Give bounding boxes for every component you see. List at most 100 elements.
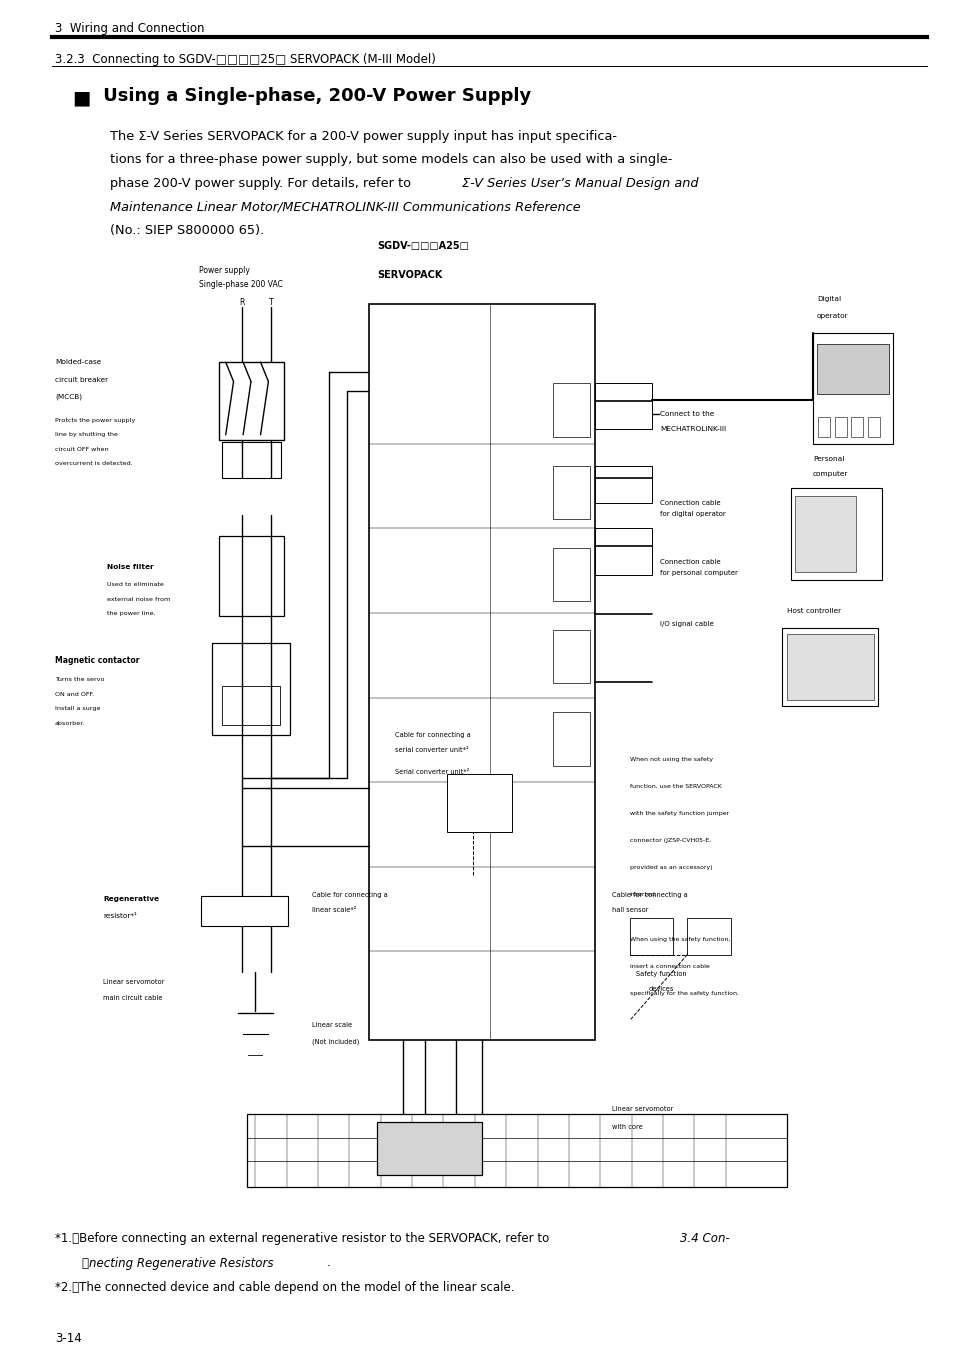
Bar: [553, 383, 589, 437]
Text: Linear servomotor: Linear servomotor: [612, 1106, 673, 1113]
Text: 3.2.3  Connecting to SGDV-□□□□25□ SERVOPACK (M-III Model): 3.2.3 Connecting to SGDV-□□□□25□ SERVOPA…: [55, 53, 436, 66]
Text: phase 200-V power supply. For details, refer to: phase 200-V power supply. For details, r…: [110, 177, 415, 191]
Text: (Not included): (Not included): [312, 1038, 359, 1045]
Bar: [247, 1114, 786, 1187]
Text: I/O signal cable: I/O signal cable: [659, 621, 714, 627]
Text: for digital operator: for digital operator: [659, 511, 725, 516]
Text: Safety function: Safety function: [636, 971, 686, 977]
Bar: [201, 896, 288, 926]
Bar: [866, 418, 879, 437]
Text: the power line.: the power line.: [107, 611, 155, 617]
Text: specifically for the safety function.: specifically for the safety function.: [629, 991, 738, 996]
Bar: [553, 630, 589, 683]
Bar: [812, 333, 892, 445]
Text: When not using the safety: When not using the safety: [629, 757, 712, 761]
Text: insert a connection cable: insert a connection cable: [629, 964, 709, 968]
Text: 3  Wiring and Connection: 3 Wiring and Connection: [55, 22, 204, 35]
Bar: [368, 304, 595, 1040]
Text: external noise from: external noise from: [107, 596, 171, 602]
Text: serial converter unit*²: serial converter unit*²: [395, 748, 468, 753]
Bar: [850, 418, 862, 437]
Text: SERVOPACK: SERVOPACK: [376, 270, 442, 280]
Text: Cable for connecting a: Cable for connecting a: [395, 731, 470, 738]
Bar: [629, 918, 673, 955]
Text: linear scale*²: linear scale*²: [312, 907, 356, 913]
Text: (No.: SIEP S800000 65).: (No.: SIEP S800000 65).: [110, 224, 264, 237]
Text: Linear scale: Linear scale: [312, 1022, 352, 1029]
Text: Connection cable: Connection cable: [659, 558, 720, 565]
Text: function, use the SERVOPACK: function, use the SERVOPACK: [629, 784, 721, 788]
Text: Single-phase 200 VAC: Single-phase 200 VAC: [198, 280, 282, 289]
Text: Serial converter unit*²: Serial converter unit*²: [395, 769, 469, 775]
Bar: [781, 629, 877, 706]
Text: T: T: [269, 297, 273, 307]
Text: SGDV-□□□A25□: SGDV-□□□A25□: [376, 241, 469, 251]
Text: ■: ■: [71, 88, 91, 107]
Text: resistor*¹: resistor*¹: [103, 913, 136, 919]
Text: Regenerative: Regenerative: [103, 896, 159, 902]
Text: 3-14: 3-14: [55, 1332, 82, 1345]
Bar: [790, 488, 882, 580]
Text: tions for a three-phase power supply, but some models can also be used with a si: tions for a three-phase power supply, bu…: [110, 154, 672, 166]
Text: computer: computer: [812, 472, 847, 477]
Bar: [595, 529, 651, 575]
Text: hall sensor: hall sensor: [612, 907, 648, 913]
Text: Cable for connecting a: Cable for connecting a: [312, 891, 387, 898]
Bar: [795, 496, 856, 572]
Text: provided as an accessory): provided as an accessory): [629, 865, 712, 869]
Text: The Σ-V Series SERVOPACK for a 200-V power supply input has input specifica-: The Σ-V Series SERVOPACK for a 200-V pow…: [110, 130, 617, 143]
Text: Connection cable: Connection cable: [659, 500, 720, 506]
Text: R: R: [239, 297, 245, 307]
Bar: [595, 383, 651, 429]
Bar: [786, 634, 873, 700]
Bar: [686, 918, 730, 955]
Text: main circuit cable: main circuit cable: [103, 995, 162, 1000]
Bar: [817, 345, 887, 395]
Text: Noise filter: Noise filter: [107, 564, 153, 571]
Bar: [595, 466, 651, 503]
Text: with the safety function jumper: with the safety function jumper: [629, 811, 728, 815]
Text: Personal: Personal: [812, 456, 843, 462]
Text: Digital: Digital: [817, 296, 841, 303]
Text: with core: with core: [612, 1124, 642, 1130]
Text: Host controller: Host controller: [786, 608, 840, 614]
Text: for personal computer: for personal computer: [659, 569, 738, 576]
Bar: [222, 687, 279, 725]
Text: MECHATROLINK-III: MECHATROLINK-III: [659, 426, 725, 433]
Text: Power supply: Power supply: [198, 266, 250, 274]
Text: absorber.: absorber.: [55, 721, 85, 726]
Bar: [553, 713, 589, 765]
Text: connector (JZSP-CVH05-E,: connector (JZSP-CVH05-E,: [629, 838, 710, 842]
Text: Install a surge: Install a surge: [55, 706, 100, 711]
Text: Connect to the: Connect to the: [659, 411, 714, 418]
Text: devices: devices: [648, 987, 673, 992]
Bar: [834, 418, 846, 437]
Text: line by shutting the: line by shutting the: [55, 433, 118, 437]
Text: circuit OFF when: circuit OFF when: [55, 446, 109, 452]
Text: Magnetic contactor: Magnetic contactor: [55, 656, 139, 665]
Text: Linear servomotor: Linear servomotor: [103, 979, 164, 984]
Text: .: .: [327, 1256, 331, 1270]
Text: Used to eliminate: Used to eliminate: [107, 583, 164, 587]
Text: circuit breaker: circuit breaker: [55, 377, 108, 383]
Text: Protcts the power supply: Protcts the power supply: [55, 418, 135, 423]
Text: overcurrent is detected.: overcurrent is detected.: [55, 461, 132, 466]
Bar: [447, 773, 512, 831]
Text: Molded-case: Molded-case: [55, 360, 101, 365]
Text: When using the safety function,: When using the safety function,: [629, 937, 730, 941]
Bar: [553, 465, 589, 519]
Text: operator: operator: [817, 312, 848, 319]
Text: necting Regenerative Resistors: necting Regenerative Resistors: [82, 1256, 274, 1270]
Text: Σ-V Series User’s Manual Design and: Σ-V Series User’s Manual Design and: [461, 177, 698, 191]
Bar: [218, 362, 284, 439]
Text: Cable for connecting a: Cable for connecting a: [612, 891, 687, 898]
Text: Maintenance Linear Motor/MECHATROLINK-III Communications Reference: Maintenance Linear Motor/MECHATROLINK-II…: [110, 200, 580, 214]
Text: inserted.: inserted.: [629, 892, 657, 898]
Text: 3.4 Con-: 3.4 Con-: [679, 1232, 729, 1245]
Bar: [817, 418, 829, 437]
Bar: [376, 1122, 481, 1175]
Bar: [553, 548, 589, 602]
Text: *1.	Before connecting an external regenerative resistor to the SERVOPACK, refer : *1. Before connecting an external regene…: [55, 1232, 553, 1245]
Bar: [212, 644, 290, 735]
Bar: [222, 442, 280, 479]
